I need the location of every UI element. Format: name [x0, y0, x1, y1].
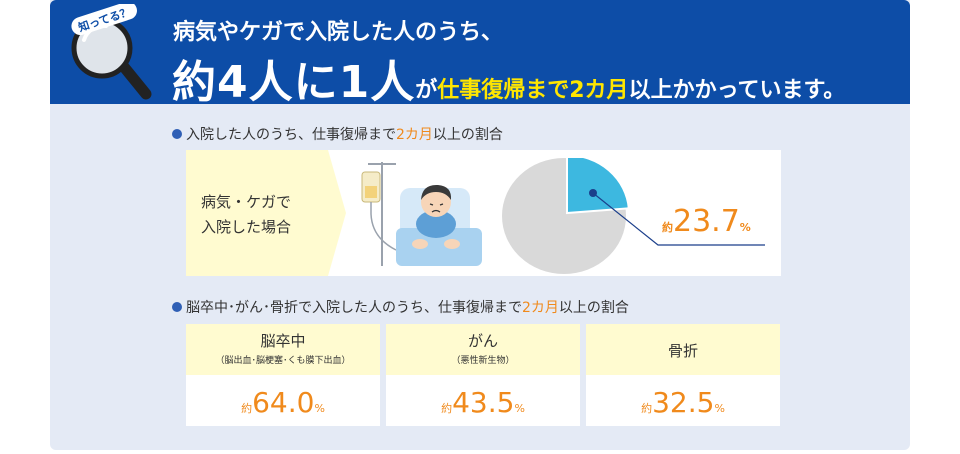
stat-name: 脳卒中 [260, 332, 306, 350]
header-rest: 以上かかっています。 [628, 78, 846, 103]
header-line2: 約4人に1人が仕事復帰まで2カ月以上かかっています。 [172, 46, 845, 110]
header-banner [50, 0, 910, 104]
stat-panel-fracture: 骨折 約32.5% [586, 324, 780, 426]
stat-unit: % [514, 402, 525, 415]
stat-panel-head: 骨折 [586, 324, 780, 375]
leader-line [592, 192, 765, 246]
bullet-icon [172, 129, 182, 139]
section1-title: 入院した人のうち、仕事復帰まで2カ月以上の割合 [172, 124, 503, 144]
stat-prefix: 約 [441, 402, 453, 415]
case-label: 病気・ケガで 入院した場合 [201, 190, 291, 240]
section1-title-highlight: 2カ月 [396, 127, 433, 143]
case-label-line2: 入院した場合 [201, 218, 292, 236]
header-line1: 病気やケガで入院した人のうち、 [173, 20, 504, 45]
section1-value-unit: % [739, 221, 751, 234]
case-label-line1: 病気・ケガで [201, 193, 292, 211]
stat-number: 64.0 [252, 386, 315, 419]
section1-title-post: 以上の割合 [432, 127, 503, 143]
section2-title: 脳卒中･がん･骨折で入院した人のうち、仕事復帰まで2カ月以上の割合 [172, 297, 629, 317]
header-emphasis: 約4人に1人 [172, 57, 416, 108]
section2-title-highlight: 2カ月 [522, 300, 559, 316]
section1-value: 約23.7% [662, 204, 751, 239]
stat-value: 約43.5% [386, 386, 580, 419]
pie-slice-value [566, 158, 628, 215]
stat-number: 32.5 [652, 386, 715, 419]
section1-value-prefix: 約 [662, 221, 673, 234]
stat-unit: % [314, 402, 325, 415]
stat-value: 約32.5% [586, 386, 780, 419]
header-highlight: 仕事復帰まで2カ月 [437, 78, 629, 103]
stat-panel-stroke: 脳卒中 （脳出血･脳梗塞･くも膜下出血） 約64.0% [186, 324, 380, 426]
stat-value: 約64.0% [186, 386, 380, 419]
stat-panel-head: がん （悪性新生物） [386, 324, 580, 375]
header-ga: が [415, 78, 438, 103]
magnifier-icon: 知ってる？ [71, 4, 152, 100]
stat-panel-cancer: がん （悪性新生物） 約43.5% [386, 324, 580, 426]
bullet-icon [172, 302, 182, 312]
stat-name: がん [467, 332, 498, 350]
case-arrow-box [186, 150, 346, 276]
section1-title-pre: 入院した人のうち、仕事復帰まで [186, 127, 396, 143]
stat-panel-head: 脳卒中 （脳出血･脳梗塞･くも膜下出血） [186, 324, 380, 375]
stat-unit: % [714, 402, 725, 415]
pie-chart [502, 158, 628, 274]
stat-prefix: 約 [241, 402, 253, 415]
stat-number: 43.5 [452, 386, 515, 419]
stat-name: 骨折 [667, 342, 698, 360]
section1-value-number: 23.7 [673, 204, 740, 239]
section2-title-pre: 脳卒中･がん･骨折で入院した人のうち、仕事復帰まで [186, 300, 522, 316]
stat-sub: （悪性新生物） [451, 356, 515, 366]
stat-prefix: 約 [641, 402, 653, 415]
patient-illustration [361, 162, 482, 266]
stat-sub: （脳出血･脳梗塞･くも膜下出血） [215, 356, 351, 366]
section2-title-post: 以上の割合 [558, 300, 629, 316]
